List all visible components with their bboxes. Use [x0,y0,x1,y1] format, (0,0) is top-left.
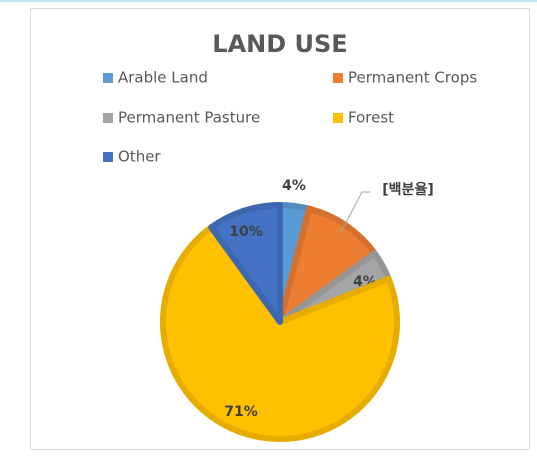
pie-slice [208,202,283,325]
data-label: 71% [224,404,258,420]
legend-swatch [103,73,113,83]
data-label: 4% [282,178,306,194]
legend-label: Forest [348,109,394,127]
legend-label: Arable Land [118,69,208,87]
legend-swatch [333,113,343,123]
data-label: [백분율] [382,181,433,198]
leader-line [340,191,370,234]
legend-swatch [333,73,343,83]
legend-swatch [103,152,113,162]
data-label: 10% [229,224,263,240]
chart-title: LAND USE [212,30,347,58]
pie-slice [160,224,400,442]
legend-label: Permanent Pasture [118,109,260,127]
legend-label: Permanent Crops [348,69,477,87]
legend-label: Other [118,148,161,166]
legend-swatch [103,113,113,123]
chart-frame [30,8,530,450]
